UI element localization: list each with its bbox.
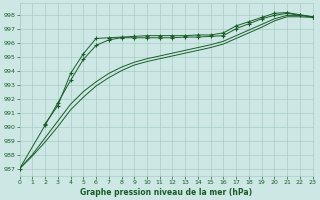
- X-axis label: Graphe pression niveau de la mer (hPa): Graphe pression niveau de la mer (hPa): [80, 188, 252, 197]
